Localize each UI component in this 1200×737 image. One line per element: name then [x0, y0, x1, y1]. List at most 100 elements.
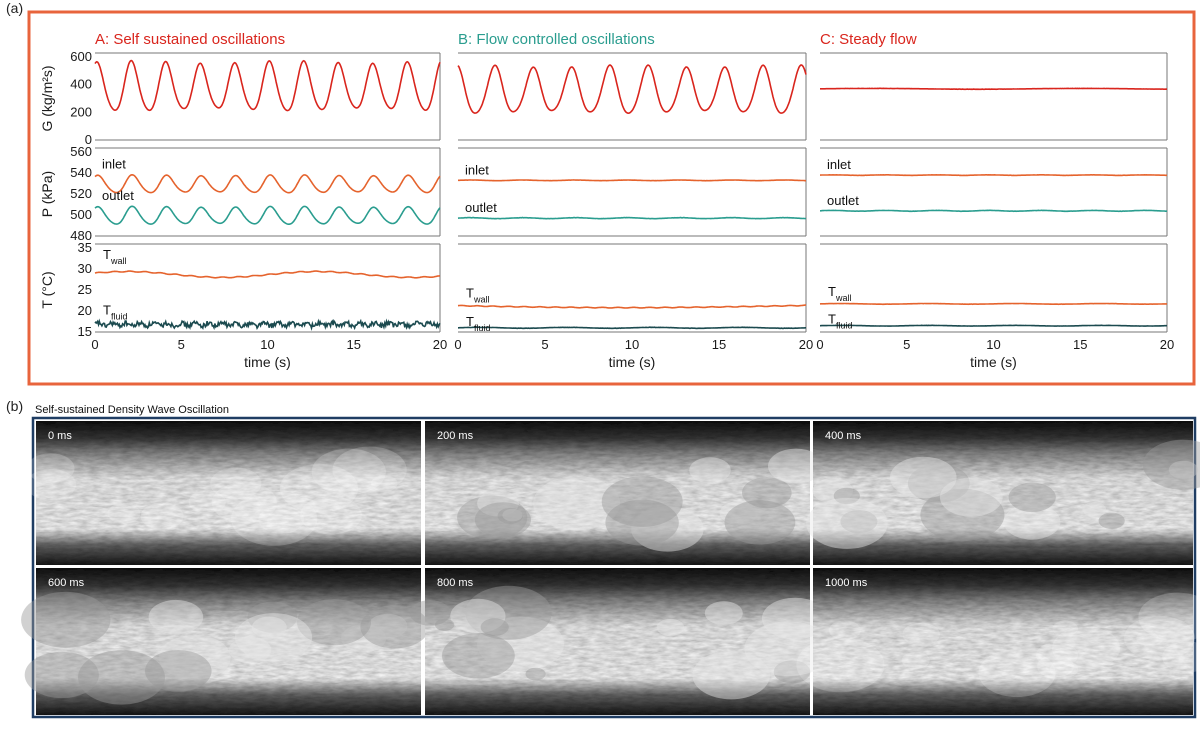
outlet-label: outlet: [465, 200, 497, 215]
snapshot-texture: [279, 463, 359, 513]
snapshot-texture: [251, 616, 287, 639]
charts-area: A: Self sustained oscillations6004002000…: [39, 31, 1174, 370]
y-tick-label: 560: [70, 144, 92, 159]
series-line-inlet: [458, 179, 806, 182]
snapshot-image: [813, 421, 1193, 565]
x-tick-label: 0: [816, 337, 823, 352]
snapshot-texture: [1138, 592, 1200, 642]
part-a-frame: [27, 10, 1196, 386]
snapshot-texture: [939, 477, 1003, 517]
snapshot-texture: [631, 506, 704, 552]
snapshot-image: [425, 421, 810, 565]
snapshot-texture: [533, 476, 621, 531]
snapshot-texture: [300, 496, 362, 535]
snapshot-texture: [497, 507, 523, 524]
snapshot-texture: [409, 600, 451, 626]
outlet-label: outlet: [827, 193, 859, 208]
series-line-G: [820, 87, 1168, 91]
x-tick-label: 5: [541, 337, 548, 352]
series-line-outlet: [457, 216, 806, 220]
snapshot-texture: [601, 476, 683, 527]
snapshot-texture: [247, 601, 298, 633]
chart-title: A: Self sustained oscillations: [95, 31, 285, 48]
snapshot-texture: [188, 490, 226, 514]
snapshot-texture: [1098, 512, 1125, 529]
series-line-outlet: [94, 205, 441, 225]
y-tick-label: 400: [70, 77, 92, 92]
y-tick-label: 480: [70, 228, 92, 243]
snapshot-frame: 600 ms: [21, 568, 430, 715]
snapshot-texture: [1168, 460, 1199, 480]
snapshot-frame: 400 ms: [806, 421, 1200, 565]
tfluid-subscript: fluid: [836, 321, 853, 331]
x-tick-label: 15: [712, 337, 726, 352]
snapshot-texture: [890, 456, 957, 499]
snapshots-grid: 0 ms 200 ms 400 ms 600 ms 800 ms 1000 ms: [21, 421, 1200, 715]
y-tick-label: 600: [70, 49, 92, 64]
panel-G: 600 400 200 0 G (kg/m²s): [39, 49, 441, 147]
chart-a: A: Self sustained oscillations6004002000…: [39, 31, 447, 370]
x-tick-label: 15: [1073, 337, 1087, 352]
snapshot-texture: [768, 448, 824, 484]
snapshot-texture: [297, 599, 371, 646]
snapshot-texture: [24, 651, 99, 699]
x-tick-label: 20: [799, 337, 813, 352]
snapshot-time-label: 0 ms: [48, 430, 72, 442]
y-tick-label: 200: [70, 104, 92, 119]
y-tick-label: 35: [78, 240, 92, 255]
snapshot-frame: 0 ms: [25, 421, 421, 565]
chart-title: B: Flow controlled oscillations: [458, 31, 655, 48]
x-tick-label: 0: [91, 337, 98, 352]
snapshot-texture: [148, 599, 204, 635]
snapshot-texture: [605, 499, 679, 546]
snapshot-time-label: 400 ms: [825, 430, 862, 442]
tfluid-label: T: [103, 302, 111, 317]
panel-P: inlet outlet: [820, 147, 1168, 237]
snapshot-texture: [1124, 615, 1195, 661]
series-line-Twall: [457, 304, 806, 309]
snapshot-texture: [920, 488, 1005, 542]
y-axis-label: P (kPa): [39, 171, 55, 217]
snapshot-texture: [812, 478, 853, 504]
snapshot-image: [813, 568, 1193, 715]
snapshot-texture: [140, 502, 184, 530]
x-tick-label: 5: [178, 337, 185, 352]
series-line-G: [94, 59, 441, 112]
snapshot-texture: [907, 464, 970, 503]
snapshot-texture: [332, 446, 407, 493]
panel-P: inlet outlet: [457, 147, 807, 237]
series-line-Twall: [94, 270, 441, 279]
twall-label: T: [828, 284, 836, 299]
snapshot-texture: [211, 482, 277, 524]
snapshot-texture: [434, 618, 455, 631]
snapshot-texture: [311, 448, 386, 495]
snapshot-texture: [1008, 482, 1056, 512]
snapshot-image: [36, 421, 421, 565]
snapshot-texture: [145, 650, 212, 692]
snapshot-texture: [525, 667, 546, 681]
snapshot-texture: [742, 477, 792, 509]
y-tick-label: 20: [78, 303, 92, 318]
snapshot-texture: [502, 508, 523, 522]
y-tick-label: 0: [85, 132, 92, 147]
snapshot-texture: [901, 651, 930, 670]
snapshot-texture: [370, 475, 398, 492]
y-tick-label: 520: [70, 186, 92, 201]
snapshot-time-label: 200 ms: [437, 430, 474, 442]
snapshot-texture: [158, 634, 231, 680]
panel-P: 560 540 520 500 480 P (kPa) inlet outlet: [39, 144, 441, 243]
snapshot-texture: [465, 585, 552, 640]
tfluid-subscript: fluid: [474, 323, 491, 333]
snapshot-time-label: 1000 ms: [825, 577, 868, 589]
y-axis-label: G (kg/m²s): [39, 65, 55, 131]
snapshot-time-label: 600 ms: [48, 577, 85, 589]
snapshot-texture: [1036, 642, 1079, 669]
snapshot-texture: [477, 616, 564, 671]
snapshot-frame: 1000 ms: [796, 568, 1200, 715]
snapshot-texture: [1052, 626, 1121, 670]
inlet-label: inlet: [465, 162, 489, 177]
tfluid-label: T: [828, 312, 836, 327]
